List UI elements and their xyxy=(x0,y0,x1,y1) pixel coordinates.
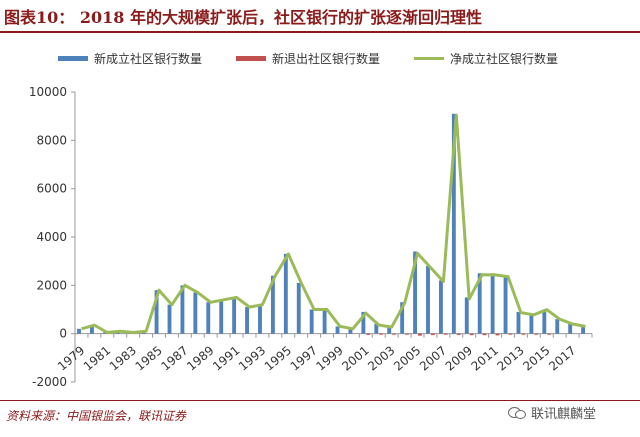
bar-exit xyxy=(521,333,526,335)
legend-swatch-exit xyxy=(236,56,266,61)
x-tick-label: 2001 xyxy=(339,343,371,373)
bar-new xyxy=(102,332,107,334)
bar-exit xyxy=(547,333,552,335)
x-tick-label: 1979 xyxy=(55,343,87,373)
bar-new xyxy=(90,325,94,334)
wechat-icon xyxy=(508,406,526,420)
bar-exit xyxy=(379,333,384,335)
y-tick-label: 2000 xyxy=(36,278,67,292)
bar-exit xyxy=(456,333,461,335)
bar-new xyxy=(309,309,314,334)
x-tick-label: 1987 xyxy=(158,343,190,373)
x-tick-label: 2009 xyxy=(443,343,475,373)
legend-swatch-net xyxy=(414,57,444,60)
x-tick-label: 1997 xyxy=(288,343,320,373)
bar-new xyxy=(322,309,327,334)
x-tick-label: 2005 xyxy=(391,343,423,373)
y-tick-label: 8000 xyxy=(36,133,67,147)
footer-divider xyxy=(0,400,640,401)
x-tick-label: 1985 xyxy=(133,343,165,373)
bar-new xyxy=(206,302,211,334)
bar-exit xyxy=(418,333,422,336)
bar-new xyxy=(387,326,392,334)
legend-item-net: 净成立社区银行数量 xyxy=(414,50,558,67)
bar-new xyxy=(193,292,198,334)
title-divider xyxy=(0,31,640,33)
bar-exit xyxy=(443,333,448,335)
line-net xyxy=(81,113,586,334)
y-tick-label: 6000 xyxy=(36,182,67,196)
bar-new xyxy=(77,328,81,334)
legend-label-net: 净成立社区银行数量 xyxy=(450,52,559,66)
watermark-text: 联讯麒麟堂 xyxy=(531,407,597,422)
bar-new xyxy=(490,273,495,334)
y-tick-label: 4000 xyxy=(36,230,67,244)
bar-exit xyxy=(405,333,409,335)
chart-title: 图表10： 2018 年的大规模扩张后，社区银行的扩张逐渐回归理性 xyxy=(4,8,482,27)
bar-exit xyxy=(482,333,487,336)
bar-new xyxy=(258,304,262,334)
bar-new xyxy=(400,302,405,334)
x-tick-label: 1991 xyxy=(210,343,242,373)
bar-new xyxy=(529,314,534,334)
y-tick-label: -2000 xyxy=(32,375,67,389)
legend-label-new: 新成立社区银行数量 xyxy=(94,52,203,66)
x-tick-label: 2011 xyxy=(469,343,501,373)
x-tick-label: 2015 xyxy=(520,343,552,373)
bar-exit xyxy=(430,333,435,336)
bar-new xyxy=(555,319,560,334)
legend-item-new: 新成立社区银行数量 xyxy=(58,50,202,67)
x-tick-label: 1981 xyxy=(81,343,113,373)
x-tick-label: 1999 xyxy=(313,343,345,373)
bar-new xyxy=(154,290,159,334)
x-tick-label: 1983 xyxy=(107,343,139,373)
chart-plot: -200002000400060008000100001979198119831… xyxy=(29,85,593,389)
y-tick-label: 0 xyxy=(59,327,67,341)
bar-exit xyxy=(508,333,513,335)
x-tick-label: 2003 xyxy=(365,343,397,373)
bar-new xyxy=(283,253,288,334)
source-note: 资料来源：中国银监会，联讯证券 xyxy=(6,409,187,423)
bar-exit xyxy=(366,333,371,335)
legend-swatch-new xyxy=(58,56,88,61)
bar-new xyxy=(232,297,237,334)
bar-new xyxy=(451,113,456,334)
bar-exit xyxy=(495,333,500,336)
bar-new xyxy=(464,297,469,334)
bar-new xyxy=(348,328,353,334)
x-tick-label: 2017 xyxy=(546,343,578,373)
bar-new xyxy=(477,273,482,334)
bar-new xyxy=(361,311,366,334)
bar-exit xyxy=(392,333,397,335)
bar-new xyxy=(568,324,573,334)
bar-new xyxy=(270,275,275,334)
bar-exit xyxy=(534,333,539,335)
bar-new xyxy=(516,311,521,334)
bar-new xyxy=(426,266,430,334)
bar-new xyxy=(413,251,418,334)
chart-legend: 新成立社区银行数量 新退出社区银行数量 净成立社区银行数量 xyxy=(0,50,640,70)
bar-new xyxy=(542,309,547,334)
y-tick-label: 10000 xyxy=(29,85,67,99)
x-tick-label: 2013 xyxy=(494,343,526,373)
bar-new xyxy=(503,275,508,334)
bar-new xyxy=(180,285,185,334)
bar-new xyxy=(296,282,301,334)
bar-new xyxy=(581,326,586,334)
bar-new xyxy=(335,326,340,334)
bar-new xyxy=(374,324,379,334)
bar-new xyxy=(438,280,443,334)
bar-new xyxy=(245,307,249,334)
bar-new xyxy=(219,299,224,334)
x-tick-label: 1993 xyxy=(236,343,268,373)
x-tick-label: 1989 xyxy=(184,343,216,373)
x-tick-label: 1995 xyxy=(262,343,294,373)
bar-exit xyxy=(469,333,474,336)
legend-label-exit: 新退出社区银行数量 xyxy=(272,52,381,66)
watermark: 联讯麒麟堂 xyxy=(508,403,596,422)
legend-item-exit: 新退出社区银行数量 xyxy=(236,50,380,67)
x-tick-label: 2007 xyxy=(417,343,449,373)
bar-new xyxy=(167,304,172,334)
